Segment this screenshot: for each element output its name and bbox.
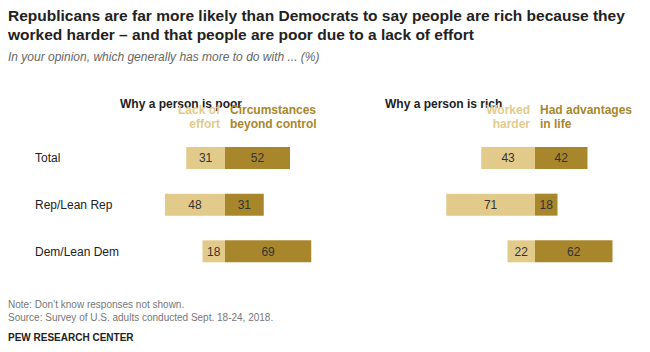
svg-text:31: 31 bbox=[238, 198, 252, 212]
html-text:PEW RESEARCH CENTER: PEW RESEARCH CENTER bbox=[8, 332, 134, 343]
svg-text:18: 18 bbox=[540, 198, 554, 212]
html-text:Source: Survey of U.S. adults: Source: Survey of U.S. adults conducted … bbox=[8, 312, 274, 323]
html-text:Total: Total bbox=[35, 151, 61, 166]
svg-text:18: 18 bbox=[207, 245, 221, 259]
svg-text:48: 48 bbox=[188, 198, 202, 212]
html-text:Note: Don’t know responses not: Note: Don’t know responses not shown. bbox=[8, 299, 185, 310]
svg-text:42: 42 bbox=[555, 151, 569, 165]
svg-text:31: 31 bbox=[199, 151, 213, 165]
svg-text:69: 69 bbox=[261, 245, 275, 259]
html-text:Dem/Lean Dem: Dem/Lean Dem bbox=[35, 244, 119, 259]
html-text:Had advantages in life: Had advantages in life bbox=[540, 103, 632, 131]
html-text:Republicans are far more likel: Republicans are far more likely than Dem… bbox=[8, 7, 625, 43]
svg-text:71: 71 bbox=[484, 198, 498, 212]
html-text:Worked harder: Worked harder bbox=[486, 103, 530, 131]
svg-text:62: 62 bbox=[567, 245, 581, 259]
html-text:In your opinion, which general: In your opinion, which generally has mor… bbox=[8, 50, 320, 64]
html-text:Circumstances beyond control: Circumstances beyond control bbox=[230, 103, 317, 131]
svg-text:22: 22 bbox=[515, 245, 529, 259]
html-text:Why a person is poor: Why a person is poor bbox=[120, 97, 242, 111]
svg-text:43: 43 bbox=[501, 151, 515, 165]
html-text:Why a person is rich: Why a person is rich bbox=[385, 97, 503, 111]
svg-text:52: 52 bbox=[251, 151, 265, 165]
html-text:Rep/Lean Rep: Rep/Lean Rep bbox=[35, 198, 113, 212]
html-text:Lack of effort: Lack of effort bbox=[178, 103, 220, 131]
